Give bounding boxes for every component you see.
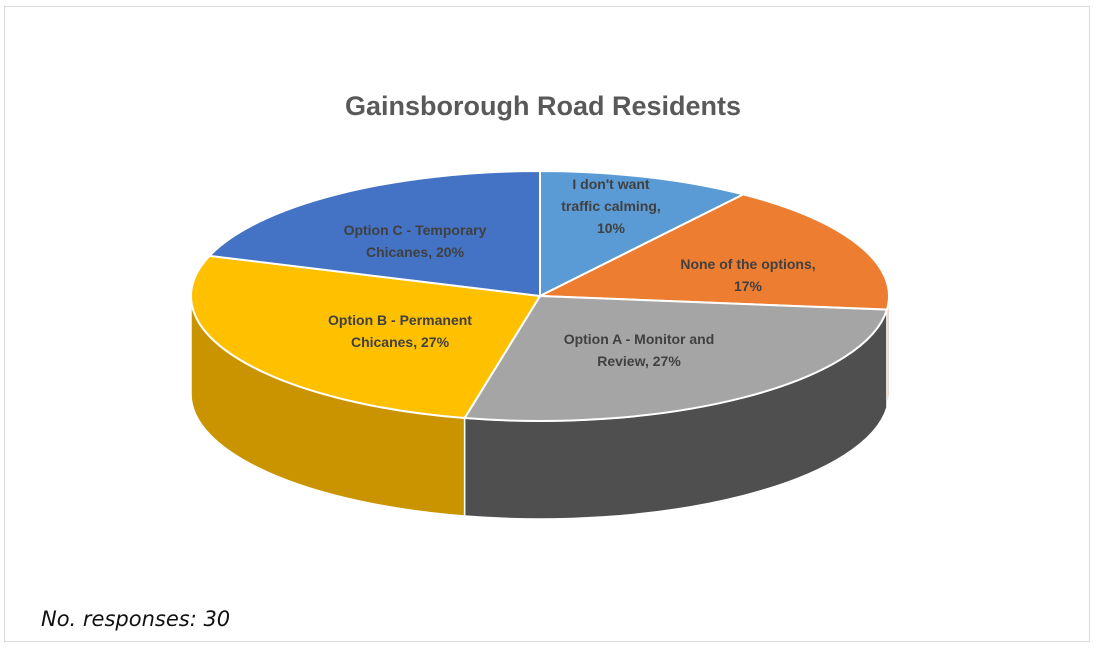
- pie-label-1-line-1: 17%: [734, 278, 763, 294]
- pie-label-3-line-0: Option B - Permanent: [328, 312, 472, 328]
- pie-slice-3: [190, 254, 542, 420]
- chart-title: Gainsborough Road Residents: [345, 91, 741, 121]
- pie-label-0-line-0: I don't want: [572, 176, 650, 192]
- pie-slice-0: [539, 169, 747, 298]
- pie-label-4-line-0: Option C - Temporary: [344, 222, 487, 238]
- pie-label-4: Option C - Temporary Chicanes, 20%: [344, 222, 487, 260]
- chart-frame: Gainsborough Road Residents I don't want…: [4, 6, 1090, 642]
- pie-label-3: Option B - Permanent Chicanes, 27%: [328, 312, 472, 350]
- pie-label-2-line-0: Option A - Monitor and: [564, 331, 715, 347]
- pie-chart: Gainsborough Road Residents I don't want…: [190, 91, 890, 520]
- pie-label-0-line-2: 10%: [597, 220, 626, 236]
- pie-tops: [190, 169, 890, 422]
- pie-label-0: I don't want traffic calming, 10%: [561, 176, 661, 236]
- pie-label-2: Option A - Monitor and Review, 27%: [564, 331, 715, 369]
- pie-slice-4: [207, 169, 541, 298]
- pie-sides: [190, 295, 890, 520]
- pie-labels: I don't want traffic calming, 10% None of t…: [328, 176, 816, 369]
- pie-label-0-line-1: traffic calming,: [561, 198, 661, 214]
- responses-footnote: No. responses: 30: [41, 607, 231, 631]
- pie-slice-2: [462, 294, 889, 422]
- pie-label-1-line-0: None of the options,: [680, 256, 815, 272]
- pie-label-1: None of the options, 17%: [680, 256, 815, 294]
- pie-label-4-line-1: Chicanes, 20%: [366, 244, 465, 260]
- pie-label-2-line-1: Review, 27%: [597, 353, 681, 369]
- pie-label-3-line-1: Chicanes, 27%: [351, 334, 450, 350]
- pie-slice-1: [539, 193, 890, 311]
